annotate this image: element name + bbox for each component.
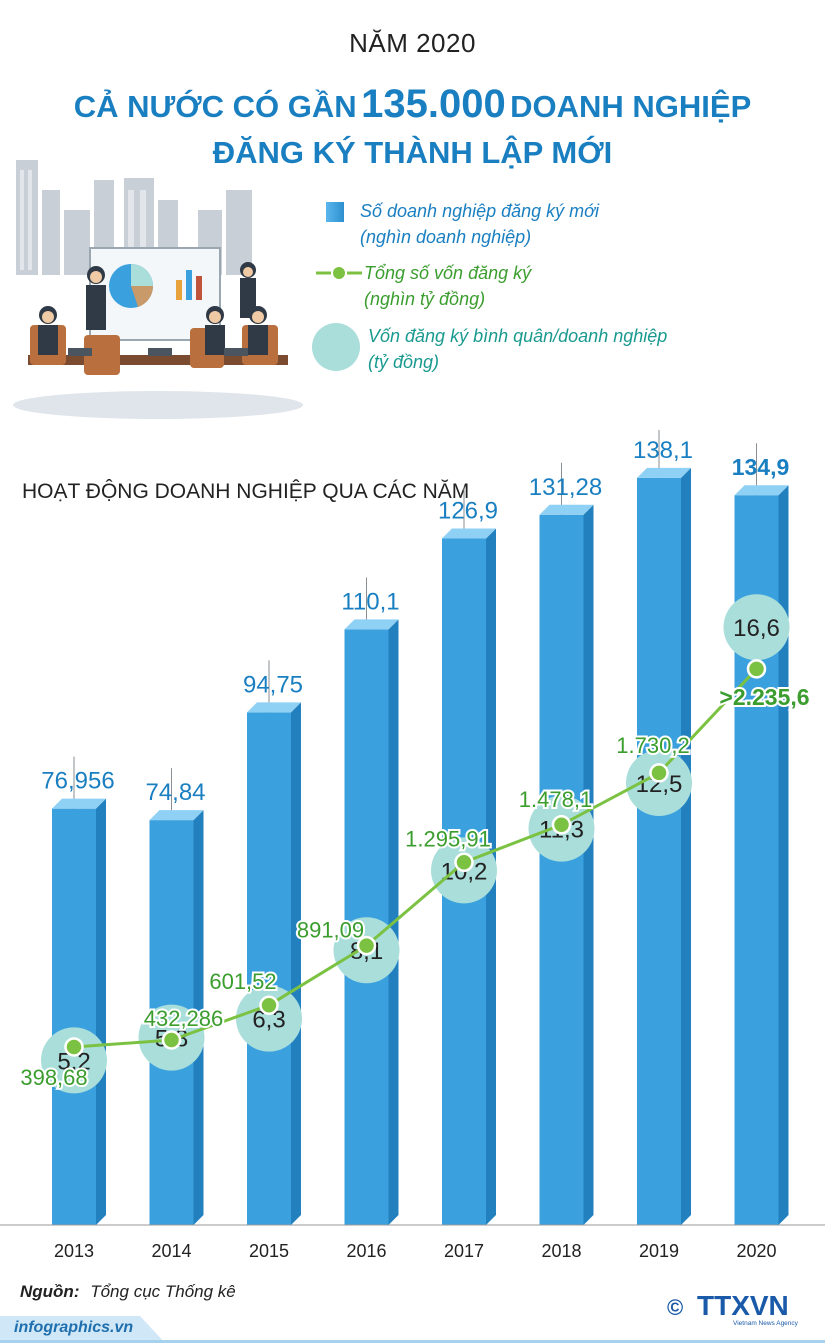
bar-side [193,810,204,1225]
avg-capital-circle [723,594,790,661]
capital-point [356,935,377,956]
bar-side [583,504,594,1225]
avg-capital-circle [626,750,692,816]
x-tick-label: 2016 [346,1241,386,1261]
legend-bars: Số doanh nghiệp đăng ký mới (nghìn doanh… [320,198,599,250]
legend-line-line2: (nghìn tỷ đồng) [364,289,486,309]
bar-top [734,485,789,496]
legend-circle: Vốn đăng ký bình quân/doanh nghiệp (tỷ đ… [312,323,667,375]
source: Nguồn: Tổng cục Thống kê [20,1282,236,1302]
bar-side [291,702,301,1225]
headline-number: 135.000 [361,82,506,126]
capital-label: 1.295,91 [405,826,491,851]
capital-label: 601,52 [209,969,276,994]
bar-value-label: 131,28 [529,474,602,501]
capital-point [746,659,767,679]
legend-bars-line1: Số doanh nghiệp đăng ký mới [360,201,600,221]
source-text: Tổng cục Thống kê [90,1282,236,1301]
business-activity-chart: 76,956 74,84 94,75 110,1 126,9 131,28 138,1 134… [0,430,825,1261]
capital-label: 432,286 [144,1006,224,1031]
source-label: Nguồn: [20,1282,80,1301]
section-title: HOẠT ĐỘNG DOANH NGHIỆP QUA CÁC NĂM [22,480,470,503]
bar-top [149,810,204,821]
bar-legend-swatch [326,202,344,222]
capital-label: 1.478,1 [519,787,592,812]
headline-pre: CẢ NƯỚC CÓ GẦN [73,89,357,124]
avg-capital-circle [236,985,302,1052]
legend-circle-line2: (tỷ đồng) [368,352,440,372]
capital-label: 1.730,2 [616,733,689,758]
logo-brand: TTXVN [697,1290,789,1321]
bar-front [247,712,291,1225]
bar-value-label: 74,84 [145,779,205,806]
bar-top [442,528,496,539]
capital-label: >2.235,6 [719,684,809,710]
bar-value-label: 134,9 [732,454,790,480]
bar-top [247,702,301,713]
capital-label: 891,09 [297,918,364,943]
headline-post: DOANH NGHIỆP [510,89,752,124]
headline-line2: ĐĂNG KÝ THÀNH LẬP MỚI [212,135,613,170]
bar-value-label: 110,1 [341,588,399,615]
meeting-illustration [13,160,303,419]
avg-capital-label: 16,6 [733,615,780,642]
capital-line [73,667,758,1049]
bar-side [778,485,789,1225]
footer-band [0,1316,825,1343]
capital-point [64,1037,84,1057]
x-tick-label: 2015 [249,1241,289,1261]
bar-value-label: 138,1 [633,437,693,464]
x-tick-label: 2013 [54,1241,94,1261]
capital-point [161,1030,182,1050]
bar-top [637,467,691,478]
legend-line-line1: Tổng số vốn đăng ký [364,263,532,283]
legend-bars-line2: (nghìn doanh nghiệp) [360,227,532,247]
line-legend-swatch [316,265,362,281]
circle-legend-swatch [312,323,360,371]
bar-top [344,619,399,630]
footer-site: infographics.vn [14,1319,134,1336]
bar-side [681,467,691,1225]
bar-value-label: 94,75 [243,671,303,698]
avg-capital-circle [41,1027,107,1094]
copyright-mark: © [667,1295,683,1320]
bar-value-label: 126,9 [438,497,498,524]
bar-side [96,798,106,1225]
bar-value-label: 76,956 [41,768,114,795]
bar-front [52,808,96,1225]
bar-front [637,477,681,1225]
x-tick-label: 2014 [151,1241,191,1261]
meeting-table-icon [28,355,288,365]
x-tick-label: 2019 [639,1241,679,1261]
year-title: NĂM 2020 [349,28,476,58]
capital-point [649,763,669,783]
capital-point [259,995,279,1015]
legend-circle-line1: Vốn đăng ký bình quân/doanh nghiệp [368,326,668,346]
headline: CẢ NƯỚC CÓ GẦN 135.000 DOANH NGHIỆP ĐĂNG… [0,84,825,173]
bar-top [52,798,106,809]
x-tick-label: 2018 [541,1241,581,1261]
legend-line: Tổng số vốn đăng ký (nghìn tỷ đồng) [316,260,532,312]
bar-top [539,504,594,515]
capital-label: 398,68 [20,1065,87,1090]
ttxvn-logo-icon: © TTXVN Vietnam News Agency [667,1290,799,1327]
people-icon [38,262,268,355]
capital-point [551,815,572,835]
bar-front [539,514,584,1225]
capital-point [454,852,474,873]
x-tick-label: 2017 [444,1241,484,1261]
logo-tagline: Vietnam News Agency [733,1320,799,1327]
x-tick-label: 2020 [736,1241,776,1261]
